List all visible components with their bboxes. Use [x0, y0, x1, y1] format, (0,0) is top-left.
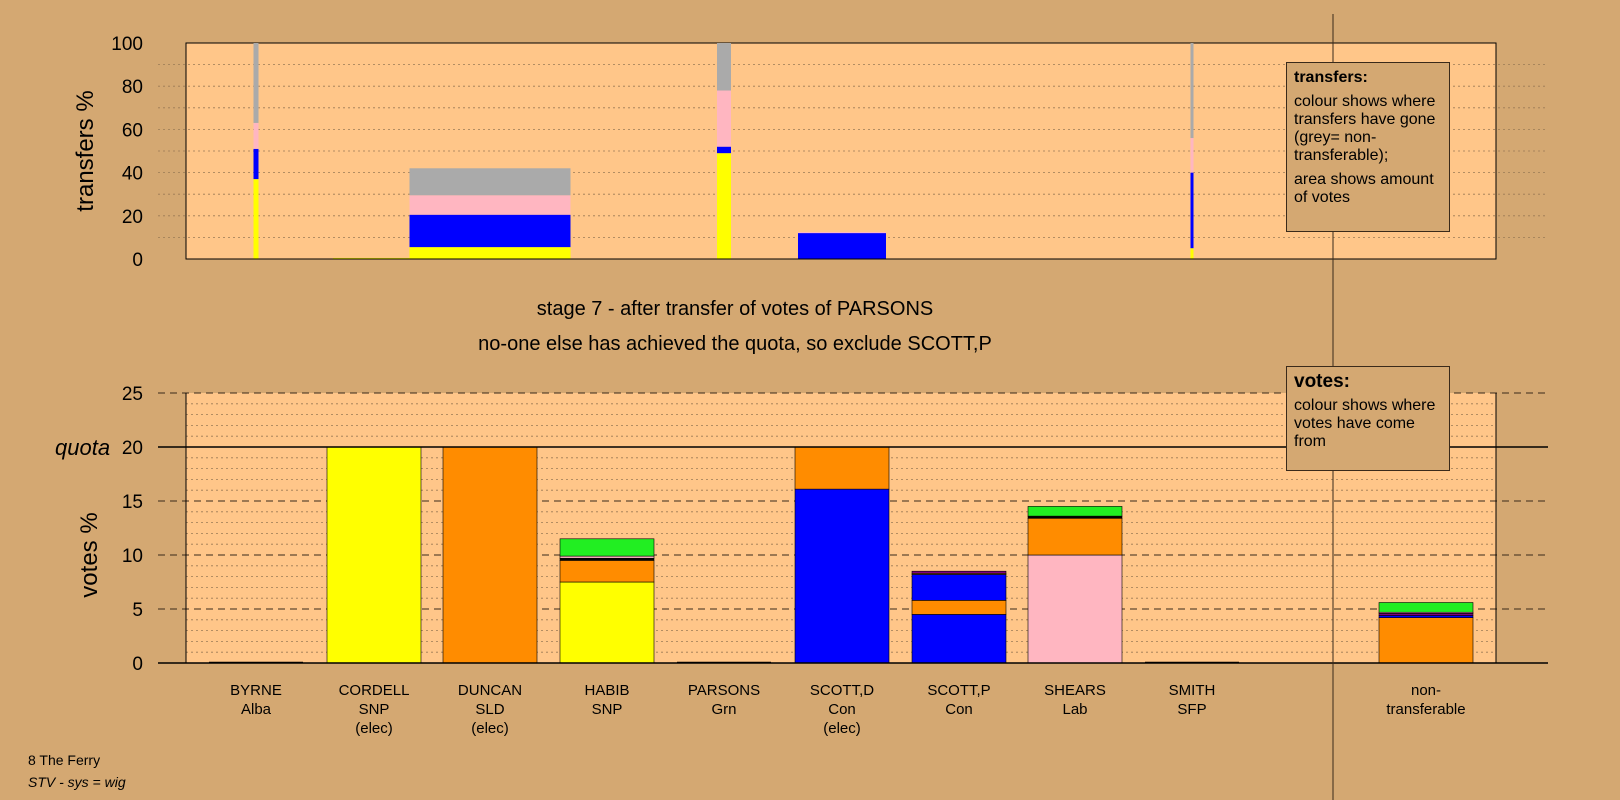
- transfer-bar-segment: [253, 179, 259, 259]
- transfer-bar-segment: [798, 233, 886, 259]
- vote-bar-segment: [326, 446, 422, 664]
- votes-legend: votes: colour shows where votes have com…: [1286, 366, 1450, 471]
- transfers-legend: transfers: colour shows where transfers …: [1286, 62, 1450, 232]
- candidate-label: CORDELL: [339, 682, 410, 699]
- transfers-tick-label: 0: [132, 250, 143, 271]
- candidate-label: SNP: [592, 701, 623, 718]
- vote-bar-segment: [1378, 617, 1474, 664]
- candidate-label: DUNCAN: [458, 682, 522, 699]
- transfer-bar-segment: [409, 214, 571, 248]
- candidate-label: HABIB: [584, 682, 629, 699]
- candidate-label: Grn: [711, 701, 736, 718]
- transfer-bar-segment: [409, 247, 571, 259]
- quota-label: quota: [55, 435, 110, 460]
- votes-tick-label: 0: [132, 654, 143, 675]
- candidate-label: Con: [828, 701, 856, 718]
- candidate-label: SCOTT,D: [810, 682, 874, 699]
- votes-tick-label: 5: [132, 600, 143, 621]
- transfer-bar-segment: [409, 195, 571, 215]
- vote-bar-segment: [1378, 615, 1474, 618]
- vote-bar-segment: [911, 574, 1007, 601]
- vote-bar-segment: [911, 614, 1007, 664]
- candidate-label: Con: [945, 701, 973, 718]
- transfers-tick-label: 20: [122, 207, 143, 228]
- transfers-axis-title: transfers %: [72, 90, 99, 211]
- candidate-label: Lab: [1062, 701, 1087, 718]
- transfer-bar-segment: [717, 90, 731, 147]
- transfer-bar-segment: [1190, 172, 1194, 249]
- transfers-legend-text: colour shows where transfers have gone (…: [1294, 93, 1436, 164]
- vote-bar-segment: [559, 560, 655, 583]
- votes-tick-label: 10: [122, 546, 143, 567]
- transfers-tick-label: 80: [122, 77, 143, 98]
- vote-bar-segment: [1378, 613, 1474, 616]
- votes-tick-label: 20: [122, 438, 143, 459]
- candidate-label: SMITH: [1169, 682, 1216, 699]
- candidate-label: (elec): [823, 720, 861, 737]
- candidate-label: SHEARS: [1044, 682, 1106, 699]
- votes-legend-text: colour shows where votes have come from: [1294, 397, 1436, 450]
- transfer-bar-segment: [717, 146, 731, 154]
- candidate-label: transferable: [1386, 701, 1465, 718]
- vote-bar-segment: [559, 581, 655, 664]
- transfers-tick-label: 100: [111, 34, 143, 55]
- transfer-bar-segment: [1190, 248, 1194, 259]
- candidate-label: SLD: [475, 701, 504, 718]
- candidate-label: SNP: [359, 701, 390, 718]
- votes-axis-title: votes %: [76, 512, 103, 597]
- transfers-legend-area-text: area shows amount of votes: [1294, 171, 1434, 206]
- transfer-bar-segment: [409, 168, 571, 196]
- transfer-bar-segment: [798, 232, 886, 234]
- action-heading: no-one else has achieved the quota, so e…: [478, 333, 992, 355]
- candidate-label: non-: [1411, 682, 1441, 699]
- candidate-label: (elec): [471, 720, 509, 737]
- transfer-bar-segment: [253, 148, 259, 180]
- transfers-tick-label: 60: [122, 120, 143, 141]
- votes-tick-label: 25: [122, 384, 143, 405]
- vote-bar-segment: [1027, 517, 1123, 556]
- candidate-label: PARSONS: [688, 682, 760, 699]
- stage-heading: stage 7 - after transfer of votes of PAR…: [536, 298, 934, 320]
- ward-name: 8 The Ferry: [28, 752, 101, 768]
- votes-tick-label: 15: [122, 492, 143, 513]
- transfer-bar-segment: [717, 153, 731, 259]
- vote-bar-segment: [559, 555, 655, 559]
- vote-bar-segment: [1027, 506, 1123, 517]
- system-label: STV - sys = wig: [28, 774, 126, 790]
- vote-bar-segment: [911, 570, 1007, 574]
- candidate-label: SCOTT,P: [927, 682, 990, 699]
- candidate-label: SFP: [1177, 701, 1206, 718]
- candidate-label: BYRNE: [230, 682, 282, 699]
- transfer-bar-segment: [333, 257, 415, 259]
- vote-bar-segment: [1027, 515, 1123, 519]
- votes-legend-title: votes:: [1294, 371, 1350, 392]
- transfer-bar-segment: [1190, 138, 1194, 173]
- candidate-label: (elec): [355, 720, 393, 737]
- transfer-bar-segment: [1190, 43, 1194, 139]
- transfer-bar-segment: [717, 43, 731, 91]
- vote-bar-segment: [794, 446, 890, 490]
- candidate-label: Alba: [241, 701, 272, 718]
- vote-bar-segment: [559, 557, 655, 561]
- vote-bar-segment: [794, 488, 890, 664]
- transfers-tick-label: 40: [122, 164, 143, 185]
- vote-bar-segment: [911, 600, 1007, 615]
- transfer-bar-segment: [253, 43, 259, 123]
- vote-bar-segment: [1027, 554, 1123, 664]
- transfers-legend-title: transfers:: [1294, 69, 1368, 86]
- transfer-bar-segment: [253, 122, 259, 149]
- vote-bar-segment: [1378, 602, 1474, 613]
- vote-bar-segment: [442, 446, 538, 664]
- vote-bar-segment: [559, 538, 655, 557]
